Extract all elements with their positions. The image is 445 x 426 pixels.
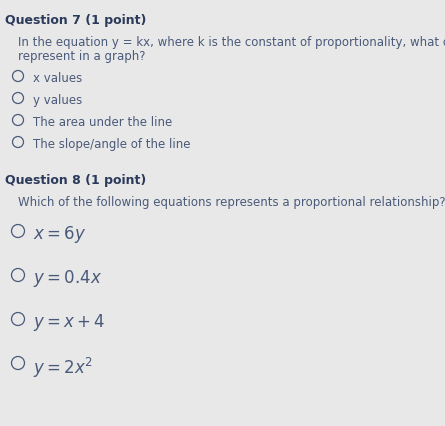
Text: $y = 2x^2$: $y = 2x^2$	[33, 355, 93, 379]
Text: $y = x + 4$: $y = x + 4$	[33, 311, 105, 332]
Text: y values: y values	[33, 94, 82, 107]
Text: represent in a graph?: represent in a graph?	[18, 50, 146, 63]
Text: x values: x values	[33, 72, 82, 85]
Text: The area under the line: The area under the line	[33, 116, 172, 129]
Text: In the equation y = kx, where k is the constant of proportionality, what does k: In the equation y = kx, where k is the c…	[18, 36, 445, 49]
Text: The slope/angle of the line: The slope/angle of the line	[33, 138, 190, 151]
Text: $x = 6y$: $x = 6y$	[33, 224, 86, 245]
Text: Question 7 (1 point): Question 7 (1 point)	[5, 14, 146, 27]
Text: Which of the following equations represents a proportional relationship?: Which of the following equations represe…	[18, 196, 445, 208]
Text: Question 8 (1 point): Question 8 (1 point)	[5, 173, 146, 187]
Text: $y = 0.4x$: $y = 0.4x$	[33, 268, 102, 288]
